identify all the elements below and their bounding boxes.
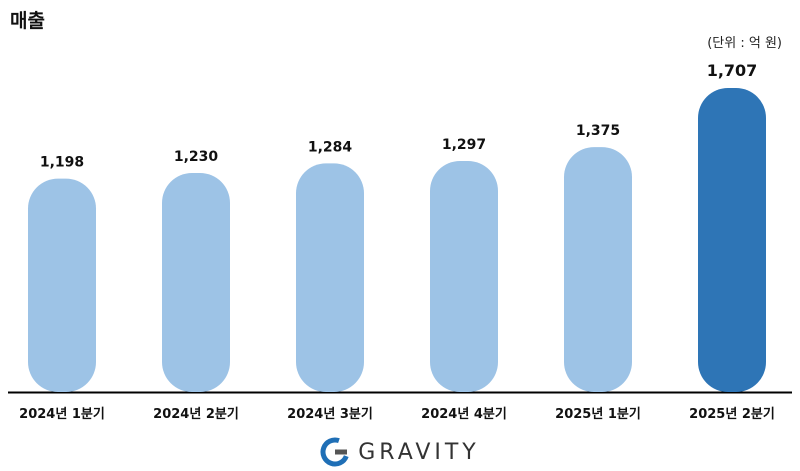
bar-1: [28, 178, 96, 392]
category-label-2: 2024년 2분기: [153, 407, 239, 422]
value-label-5: 1,375: [576, 123, 620, 139]
value-label-1: 1,198: [40, 155, 84, 171]
value-label-2: 1,230: [174, 149, 219, 165]
category-label-6: 2025년 2분기: [689, 407, 775, 422]
bar-3: [296, 163, 364, 392]
value-label-3: 1,284: [308, 139, 353, 155]
category-label-4: 2024년 4분기: [421, 407, 507, 422]
bar-chart: 1,198 2024년 1분기 1,230 2024년 2분기 1,284 2024년 3…: [8, 61, 792, 422]
value-label-4: 1,297: [442, 137, 486, 153]
bar-2: [162, 172, 230, 392]
gravity-logo-text: GRAVITY: [358, 439, 480, 465]
chart-title: 매출: [10, 10, 45, 32]
unit-label: (단위 : 억 원): [707, 36, 782, 51]
gravity-logo-icon: [320, 437, 350, 467]
bar-6: [698, 88, 766, 392]
category-label-3: 2024년 3분기: [287, 407, 373, 422]
category-label-5: 2025년 1분기: [555, 407, 641, 422]
gravity-logo: GRAVITY: [0, 434, 800, 470]
category-label-1: 2024년 1분기: [19, 407, 105, 422]
bar-5: [564, 147, 632, 392]
bar-4: [430, 161, 498, 392]
value-label-6: 1,707: [707, 61, 758, 80]
